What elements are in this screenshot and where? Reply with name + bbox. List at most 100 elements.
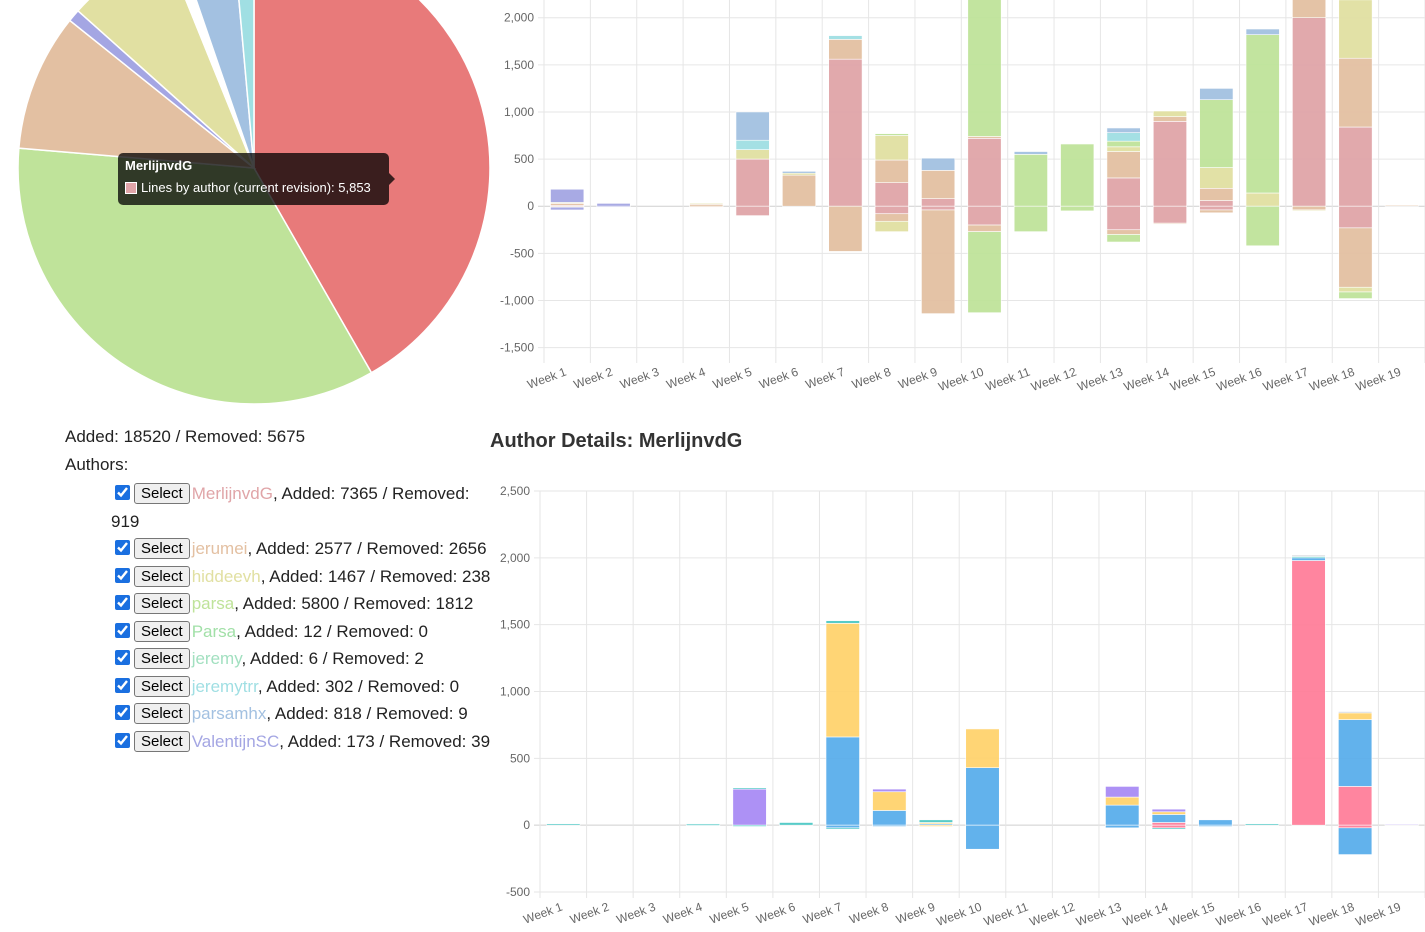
bar-segment[interactable]	[1292, 17, 1327, 207]
bar-segment[interactable]	[735, 149, 770, 160]
bar-segment-negative[interactable]	[1105, 824, 1140, 829]
bar-segment[interactable]	[1013, 154, 1048, 207]
bar-segment[interactable]	[1152, 110, 1187, 117]
author-checkbox[interactable]	[115, 622, 130, 638]
bar-segment-negative[interactable]	[874, 213, 909, 222]
pie-slice-5[interactable]	[76, 0, 255, 169]
bar-segment-negative[interactable]	[1292, 205, 1327, 211]
select-author-button[interactable]: Select	[134, 620, 190, 642]
author-checkbox[interactable]	[115, 567, 130, 583]
bar-segment[interactable]	[1338, 711, 1373, 714]
bar-segment-negative[interactable]	[1338, 227, 1373, 288]
bar-segment[interactable]	[1338, 126, 1373, 207]
bar-segment[interactable]	[921, 157, 956, 171]
bar-segment-negative[interactable]	[550, 206, 585, 211]
bar-segment[interactable]	[689, 203, 724, 205]
bar-segment[interactable]	[1199, 88, 1234, 100]
bar-segment[interactable]	[1106, 127, 1141, 133]
weekly-changes-bar-chart[interactable]: 2,000 1,500 1,000 500 0 -500 -1,000 -1,500 Week …	[488, 0, 1425, 410]
bar-segment[interactable]	[732, 787, 767, 790]
author-checkbox[interactable]	[115, 705, 130, 720]
bar-segment[interactable]	[828, 35, 863, 40]
bar-segment-negative[interactable]	[1151, 827, 1186, 830]
bar-segment[interactable]	[921, 198, 956, 207]
lines-by-author-pie-chart[interactable]	[0, 0, 490, 420]
bar-segment-negative[interactable]	[874, 220, 909, 232]
select-author-button[interactable]: Select	[134, 593, 190, 614]
bar-segment[interactable]	[779, 822, 814, 826]
bar-segment-negative[interactable]	[689, 205, 724, 208]
bar-segment-negative[interactable]	[918, 824, 953, 827]
bar-segment[interactable]	[872, 791, 907, 811]
bar-segment-negative[interactable]	[1013, 205, 1048, 232]
bar-segment[interactable]	[965, 728, 1000, 768]
bar-segment[interactable]	[1291, 554, 1326, 557]
bar-segment-negative[interactable]	[1106, 205, 1141, 231]
bar-segment[interactable]	[1105, 796, 1140, 806]
bar-segment-negative[interactable]	[1199, 205, 1234, 211]
bar-segment-negative[interactable]	[735, 205, 770, 216]
bar-segment[interactable]	[825, 623, 860, 738]
bar-segment[interactable]	[1199, 167, 1234, 189]
bar-segment[interactable]	[732, 788, 767, 826]
bar-segment[interactable]	[825, 736, 860, 826]
bar-segment[interactable]	[828, 39, 863, 60]
bar-segment[interactable]	[1151, 808, 1186, 813]
bar-segment[interactable]	[546, 823, 581, 826]
bar-segment-negative[interactable]	[828, 205, 863, 252]
bar-segment-negative[interactable]	[967, 205, 1002, 226]
bar-segment[interactable]	[1245, 28, 1280, 35]
bar-segment[interactable]	[1198, 819, 1233, 826]
bar-segment-negative[interactable]	[732, 824, 767, 827]
bar-segment[interactable]	[1245, 34, 1280, 194]
author-checkbox[interactable]	[115, 595, 130, 610]
select-author-button[interactable]: Select	[134, 538, 190, 559]
bar-segment-negative[interactable]	[967, 224, 1002, 232]
author-checkbox[interactable]	[115, 677, 130, 693]
bar-segment[interactable]	[1384, 204, 1419, 207]
bar-segment[interactable]	[1338, 0, 1373, 59]
bar-segment-negative[interactable]	[921, 209, 956, 314]
bar-segment-negative[interactable]	[1106, 234, 1141, 243]
bar-segment[interactable]	[1106, 132, 1141, 142]
bar-segment[interactable]	[735, 111, 770, 141]
bar-segment[interactable]	[1291, 557, 1326, 561]
select-author-button[interactable]: Select	[134, 483, 190, 504]
bar-segment[interactable]	[1106, 140, 1141, 148]
bar-segment[interactable]	[735, 139, 770, 150]
pie-slice-8[interactable]	[233, 0, 255, 169]
author-checkbox[interactable]	[115, 540, 130, 555]
bar-segment[interactable]	[1338, 719, 1373, 787]
bar-segment[interactable]	[874, 159, 909, 183]
bar-segment[interactable]	[1106, 151, 1141, 179]
bar-segment[interactable]	[967, 138, 1002, 207]
bar-segment-negative[interactable]	[1338, 286, 1373, 293]
bar-segment-negative[interactable]	[1338, 291, 1373, 299]
select-author-button[interactable]: Select	[134, 565, 190, 587]
bar-segment-negative[interactable]	[965, 824, 1000, 850]
bar-segment[interactable]	[782, 174, 817, 207]
select-author-button[interactable]: Select	[134, 703, 190, 724]
select-author-button[interactable]: Select	[134, 675, 190, 697]
bar-segment[interactable]	[1338, 712, 1373, 720]
bar-segment-negative[interactable]	[1199, 209, 1234, 214]
bar-segment[interactable]	[874, 133, 909, 136]
bar-segment[interactable]	[1151, 811, 1186, 815]
pie-slice-2[interactable]	[17, 147, 373, 405]
bar-segment-negative[interactable]	[1245, 205, 1280, 247]
bar-segment[interactable]	[874, 135, 909, 161]
pie-slice-6[interactable]	[165, 0, 255, 169]
bar-segment-negative[interactable]	[967, 231, 1002, 314]
bar-segment-negative[interactable]	[685, 824, 721, 827]
bar-segment[interactable]	[967, 0, 1002, 137]
bar-segment[interactable]	[1291, 560, 1326, 826]
bar-segment-negative[interactable]	[825, 827, 860, 830]
bar-segment[interactable]	[735, 158, 770, 207]
bar-segment[interactable]	[1105, 786, 1140, 798]
bar-segment-negative[interactable]	[1152, 222, 1187, 225]
pie-slice-7[interactable]	[177, 0, 255, 169]
select-author-button[interactable]: Select	[134, 730, 190, 752]
bar-segment[interactable]	[1013, 151, 1048, 155]
bar-segment-negative[interactable]	[1198, 824, 1233, 827]
